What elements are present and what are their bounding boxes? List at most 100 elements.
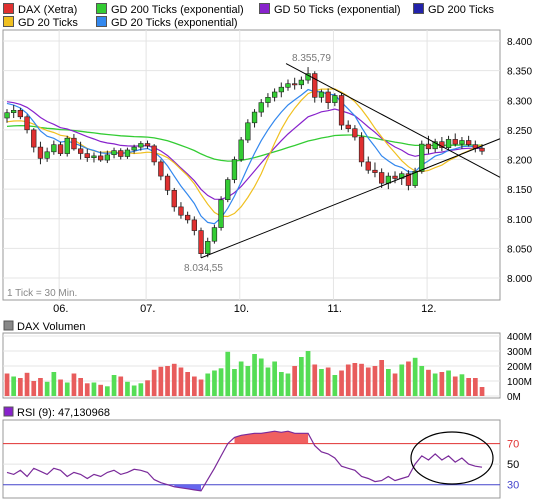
price-x-tick-label: 06. <box>53 303 68 315</box>
volume-bar <box>245 366 251 396</box>
volume-bar <box>446 370 451 396</box>
candle-body <box>325 91 331 103</box>
candle-body <box>84 153 90 159</box>
rsi-panel-frame <box>2 419 501 499</box>
trendline-lower <box>200 138 501 259</box>
legend-label-gd50-exp: GD 50 Ticks (exponential) <box>274 4 401 16</box>
legend-label-gd20: GD 20 Ticks <box>18 17 78 29</box>
price-x-tick-label: 12. <box>421 303 436 315</box>
candle-body <box>298 79 304 86</box>
legend-label-gd20-exp: GD 20 Ticks (exponential) <box>111 17 238 29</box>
rsi-y-ticks: 70 50 30 <box>507 439 519 492</box>
candle-body <box>158 161 164 177</box>
candle-body <box>425 143 432 150</box>
volume-bar <box>439 372 445 396</box>
volume-bar <box>151 369 157 397</box>
volume-bar <box>165 366 170 396</box>
candle-body <box>91 155 97 158</box>
volume-bar <box>392 373 398 396</box>
candle-body <box>24 116 30 131</box>
candle-body <box>71 137 77 150</box>
volume-bar <box>71 373 77 396</box>
low-annotation: 8.034,55 <box>184 263 223 274</box>
candle-body <box>111 150 117 156</box>
volume-bar <box>386 369 391 396</box>
rsi-title-swatch <box>3 406 14 417</box>
candle-body <box>4 112 10 119</box>
candle-body <box>258 102 264 113</box>
volume-bar <box>479 387 485 396</box>
volume-bar <box>11 376 16 396</box>
volume-bar <box>212 370 217 396</box>
volume-bar <box>84 383 90 397</box>
candle-body <box>312 73 318 98</box>
line-gd50-exp <box>6 101 483 200</box>
price-y-tick-label: 8.150 <box>507 185 532 196</box>
candle-body <box>419 143 425 172</box>
volume-bar <box>105 386 110 397</box>
candle-body <box>412 171 418 186</box>
volume-bar <box>419 366 425 396</box>
legend-swatch-gd50-exp <box>259 3 270 14</box>
volume-bar <box>138 383 144 397</box>
volume-bar <box>473 378 478 396</box>
volume-bar <box>292 366 297 396</box>
volume-bar <box>145 380 150 397</box>
volume-bar <box>312 364 318 396</box>
volume-bar <box>125 381 130 397</box>
volume-bar <box>118 376 124 396</box>
volume-bar <box>285 373 291 396</box>
candle-body <box>479 147 485 152</box>
candle-body <box>131 146 137 151</box>
volume-y-tick-label: 100M <box>507 377 532 388</box>
candle-body <box>171 190 177 208</box>
price-y-ticks: 8.400 8.350 8.300 8.250 8.200 8.150 8.100 8.050… <box>507 37 532 285</box>
candle-body <box>251 111 258 124</box>
volume-bar <box>232 369 237 396</box>
candle-body <box>78 148 84 154</box>
candle-body <box>345 124 351 129</box>
volume-bar <box>131 385 137 396</box>
price-y-tick-label: 8.050 <box>507 244 532 255</box>
candle-body <box>265 97 271 103</box>
candle-body <box>198 230 204 255</box>
volume-bar <box>158 366 164 397</box>
line-gd20-exp <box>6 88 483 225</box>
price-x-tick-label: 11. <box>327 303 341 315</box>
volume-bar <box>352 363 358 396</box>
volume-y-tick-label: 400M <box>507 332 532 343</box>
candle-body <box>178 206 184 216</box>
volume-bar <box>466 378 471 396</box>
candle-body <box>405 173 412 186</box>
volume-bar <box>98 384 103 397</box>
volume-bar <box>44 381 50 397</box>
volume-bar <box>459 374 465 397</box>
moving-average-lines <box>6 88 483 225</box>
volume-bar <box>91 382 97 396</box>
candle-body <box>124 149 131 157</box>
rsi-y-tick-label: 70 <box>507 439 519 451</box>
candle-body <box>245 122 251 141</box>
volume-bar <box>252 354 257 396</box>
rsi-y-tick-label: 30 <box>507 480 519 492</box>
price-y-tick-label: 8.400 <box>507 37 532 48</box>
volume-bar <box>305 351 311 396</box>
trendline-upper <box>285 63 501 178</box>
volume-bar <box>372 366 378 396</box>
legend-item-gd200: GD 200 Ticks <box>413 3 494 16</box>
volume-bar <box>238 361 244 396</box>
candle-body <box>452 139 458 145</box>
candle-body <box>338 95 345 126</box>
candle-body <box>285 83 291 88</box>
candle-body <box>218 199 224 228</box>
price-x-ticks: 06. 07. 10. 11. 12. <box>53 303 436 315</box>
candle-body <box>118 150 124 157</box>
volume-bar <box>325 367 331 396</box>
volume-bar <box>406 361 411 396</box>
volume-bar <box>279 372 284 396</box>
candle-body <box>352 128 358 138</box>
tick-footnote: 1 Tick = 30 Min. <box>7 288 77 299</box>
legend-swatch-gd200-exp <box>96 3 107 14</box>
